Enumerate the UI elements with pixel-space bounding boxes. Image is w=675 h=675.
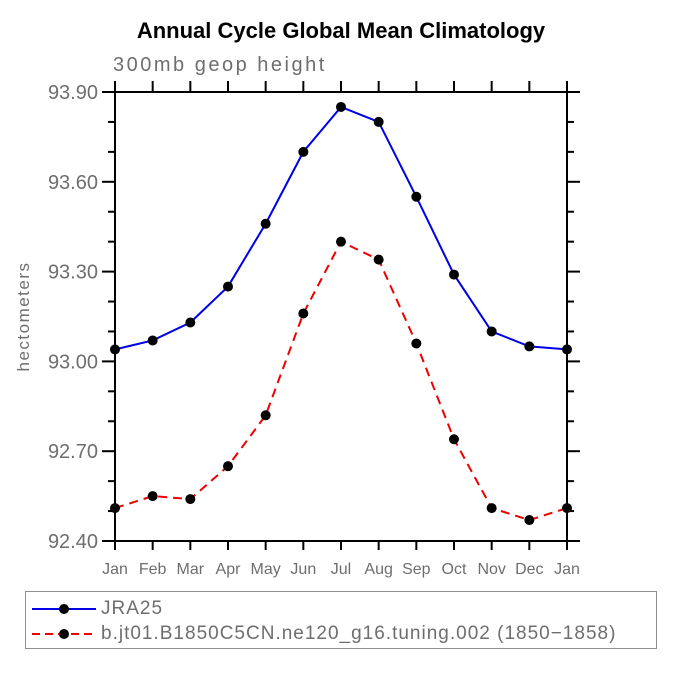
legend-item-jra25: JRA25 [26,596,656,621]
x-tick-label: Mar [177,561,205,578]
data-point [449,434,459,445]
series-line-0 [114,105,568,351]
data-point [298,146,309,157]
y-tick-label: 92.70 [48,441,98,463]
x-tick-label: Jul [331,561,351,578]
y-tick-label: 93.30 [48,262,98,284]
data-point [562,503,572,514]
data-point [147,491,158,502]
y-axis-title: hectometers [14,261,33,371]
x-tick-label: Sep [402,561,431,578]
legend-dashed-line-marker-icon [32,628,96,639]
data-point [298,308,309,319]
x-tick-label: May [251,561,281,578]
data-point [486,326,497,337]
data-point [524,341,535,352]
legend-item-model-run: b.jt01.B1850C5CN.ne120_g16.tuning.002 (1… [26,621,656,646]
legend-label-jra25: JRA25 [101,597,164,619]
chart-subtitle: 300mb geop height [113,54,327,76]
x-tick-label: Feb [139,561,167,578]
legend: JRA25 b.jt01.B1850C5CN.ne120_g16.tuning.… [25,591,657,649]
data-point [411,191,422,202]
legend-label-model-run: b.jt01.B1850C5CN.ne120_g16.tuning.002 (1… [101,622,617,644]
series-line-1 [114,240,568,522]
data-point [147,335,158,346]
y-tick-label: 93.90 [48,82,98,104]
x-tick-label: Nov [477,561,505,578]
plot-area: Jan Feb Mar Apr May Jun Jul Aug Sep Oct Nov Dec Jan9… [14,81,580,578]
data-point [449,269,459,280]
data-point [373,116,384,127]
x-tick-label: Aug [364,561,392,578]
legend-solid-line-marker-icon [32,603,96,614]
x-tick-label: Dec [515,561,543,578]
plot-frame [114,91,568,542]
data-point [260,218,271,229]
legend-dot-sample [59,628,69,639]
x-tick-label: Jan [102,561,128,578]
data-point [486,503,497,514]
data-point [185,494,196,505]
x-tick-label: Apr [216,561,242,578]
x-tick-label: Oct [442,561,467,578]
y-tick-label: 92.40 [48,531,98,553]
y-tick-label: 93.00 [48,351,98,373]
x-tick-label: Jun [290,561,316,578]
data-point [524,515,535,526]
data-point [336,236,346,247]
x-tick-label: Jan [554,561,580,578]
data-point [110,503,120,514]
data-point [223,281,233,292]
data-point [110,344,120,355]
data-point [411,338,422,349]
data-point [336,101,346,112]
y-tick-label: 93.60 [48,172,98,194]
legend-dot-sample [59,603,69,614]
chart-title: Annual Cycle Global Mean Climatology [136,18,546,43]
data-point [260,410,271,421]
data-point [223,461,233,472]
data-point [562,344,572,355]
data-point [185,317,196,328]
data-point [373,254,384,265]
